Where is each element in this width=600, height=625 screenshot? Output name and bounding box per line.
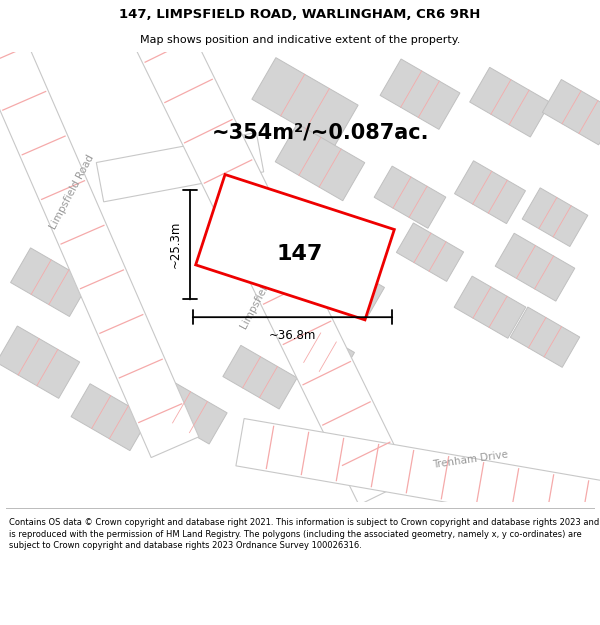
Polygon shape bbox=[522, 188, 588, 246]
Polygon shape bbox=[542, 79, 600, 145]
Polygon shape bbox=[380, 59, 460, 129]
Polygon shape bbox=[397, 223, 464, 281]
Polygon shape bbox=[236, 419, 600, 531]
Text: Map shows position and indicative extent of the property.: Map shows position and indicative extent… bbox=[140, 35, 460, 45]
Polygon shape bbox=[252, 58, 358, 147]
Polygon shape bbox=[0, 326, 80, 398]
Text: Trenham Drive: Trenham Drive bbox=[431, 450, 508, 471]
Polygon shape bbox=[275, 124, 365, 201]
Polygon shape bbox=[124, 0, 411, 505]
Text: 147, LIMPSFIELD ROAD, WARLINGHAM, CR6 9RH: 147, LIMPSFIELD ROAD, WARLINGHAM, CR6 9R… bbox=[119, 8, 481, 21]
Polygon shape bbox=[454, 276, 526, 338]
Text: ~36.8m: ~36.8m bbox=[269, 329, 316, 342]
Polygon shape bbox=[286, 322, 355, 382]
Text: Limpsfield Road: Limpsfield Road bbox=[239, 253, 287, 331]
Polygon shape bbox=[510, 307, 580, 368]
Text: ~25.3m: ~25.3m bbox=[169, 221, 182, 268]
Polygon shape bbox=[0, 12, 199, 458]
Polygon shape bbox=[455, 161, 526, 224]
Polygon shape bbox=[153, 381, 227, 444]
Polygon shape bbox=[11, 248, 89, 316]
Polygon shape bbox=[71, 384, 149, 451]
Polygon shape bbox=[223, 346, 297, 409]
Polygon shape bbox=[316, 258, 385, 317]
Text: Limpsfield Road: Limpsfield Road bbox=[48, 153, 96, 231]
Polygon shape bbox=[196, 174, 394, 320]
Text: Contains OS data © Crown copyright and database right 2021. This information is : Contains OS data © Crown copyright and d… bbox=[9, 518, 599, 551]
Polygon shape bbox=[97, 132, 263, 202]
Polygon shape bbox=[470, 68, 550, 137]
Text: 147: 147 bbox=[277, 244, 323, 264]
Text: ~354m²/~0.087ac.: ~354m²/~0.087ac. bbox=[211, 122, 429, 142]
Polygon shape bbox=[495, 233, 575, 301]
Polygon shape bbox=[374, 166, 446, 228]
